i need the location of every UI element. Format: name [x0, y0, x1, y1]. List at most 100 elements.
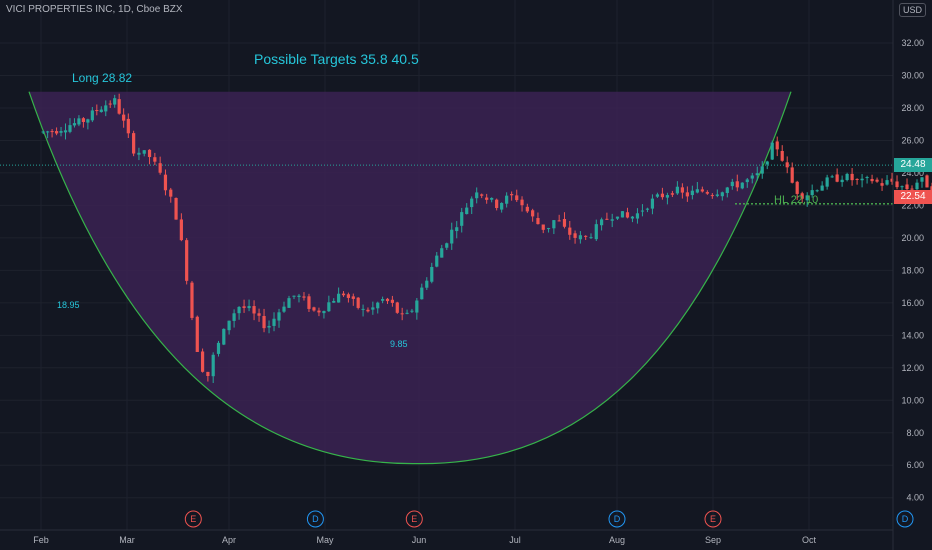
candle-body [385, 298, 390, 302]
candle-body [337, 293, 341, 303]
candle-body [475, 192, 479, 199]
dividend-marker [608, 510, 626, 528]
candle-body [307, 296, 311, 309]
y-tick-label: 6.00 [906, 460, 924, 470]
candle-body [573, 233, 577, 238]
candle-body [465, 207, 469, 215]
candle-body [341, 293, 346, 296]
event-marker-label: E [190, 514, 196, 524]
candle-body [126, 118, 130, 134]
hl-label: HL 22.10 [774, 194, 819, 206]
candle-body [740, 182, 744, 189]
candle-body [77, 118, 81, 125]
event-marker-label: D [902, 514, 909, 524]
candle-body [420, 287, 424, 300]
event-marker-label: E [411, 514, 417, 524]
candle-body [710, 195, 714, 197]
candle-body [552, 220, 556, 229]
candle-body [312, 307, 316, 311]
candle-body [153, 157, 157, 162]
candle-body [845, 173, 849, 181]
y-tick-label: 32.00 [901, 38, 924, 48]
candle-body [222, 328, 226, 345]
candle-body [890, 178, 894, 182]
candle-body [925, 175, 929, 188]
candle-body [795, 181, 799, 194]
candle-body [195, 316, 199, 352]
candle-body [755, 173, 759, 176]
candle-body [147, 149, 152, 158]
candle-body [815, 190, 819, 192]
candle-body [715, 194, 719, 196]
candle-body [490, 197, 494, 200]
candle-body [287, 298, 291, 308]
candle-body [395, 302, 399, 313]
candle-body [640, 210, 645, 212]
candle-body [790, 167, 794, 183]
candle-body [541, 224, 545, 230]
candle-body [670, 193, 674, 195]
candle-body [525, 206, 529, 212]
y-tick-label: 4.00 [906, 493, 924, 503]
candle-body [830, 176, 834, 178]
x-axis[interactable]: Feb Mar Apr May Jun Jul Aug Sep Oct [33, 535, 816, 545]
x-tick-label: Jun [412, 535, 427, 545]
event-marker-label: D [312, 514, 319, 524]
candle-body [174, 197, 178, 220]
candle-body [780, 151, 784, 161]
cup-fill [29, 91, 791, 464]
candle-body [785, 162, 789, 168]
y-tick-label: 16.00 [901, 298, 924, 308]
candle-body [41, 131, 45, 133]
candle-body [252, 306, 256, 314]
long-entry-label: Long 28.82 [72, 71, 133, 85]
candle-body [470, 198, 474, 208]
candle-body [860, 178, 864, 181]
candle-body [910, 188, 914, 190]
candle-body [86, 119, 90, 123]
candle-body [500, 202, 504, 210]
x-tick-label: May [316, 535, 334, 545]
candle-body [237, 306, 241, 314]
candle-body [327, 302, 331, 312]
y-tick-label: 10.00 [901, 395, 924, 405]
candle-body [430, 266, 434, 282]
candle-body [99, 109, 103, 113]
candle-body [390, 299, 394, 303]
candle-body [216, 342, 221, 354]
currency-badge[interactable]: USD [898, 3, 926, 17]
symbol-title[interactable]: VICI PROPERTIES INC, 1D, Cboe BZX [6, 4, 183, 15]
candle-body [366, 309, 370, 312]
candle-body [745, 179, 749, 183]
candlestick-series [41, 93, 932, 383]
candle-body [247, 306, 251, 309]
candle-body [50, 131, 54, 133]
candle-body [620, 211, 625, 218]
candle-body [825, 177, 829, 187]
earnings-marker [704, 510, 722, 528]
candle-body [267, 325, 271, 328]
candle-body [292, 295, 296, 297]
candle-body [163, 174, 168, 191]
candle-body [158, 163, 162, 173]
candle-body [322, 311, 326, 314]
candle-body [770, 142, 774, 160]
candle-body [179, 219, 183, 241]
possible-targets-label: Possible Targets 35.8 40.5 [254, 51, 419, 67]
candle-body [536, 218, 540, 225]
candle-body [515, 195, 519, 201]
candle-body [885, 180, 889, 185]
candle-body [690, 190, 694, 196]
candle-body [805, 195, 809, 201]
candle-body [850, 173, 854, 181]
y-tick-label: 26.00 [901, 135, 924, 145]
candle-body [455, 227, 459, 232]
candle-body [185, 240, 189, 281]
y-tick-label: 8.00 [906, 428, 924, 438]
candle-body [302, 296, 306, 298]
candle-body [190, 282, 194, 318]
x-tick-label: Aug [609, 535, 625, 545]
